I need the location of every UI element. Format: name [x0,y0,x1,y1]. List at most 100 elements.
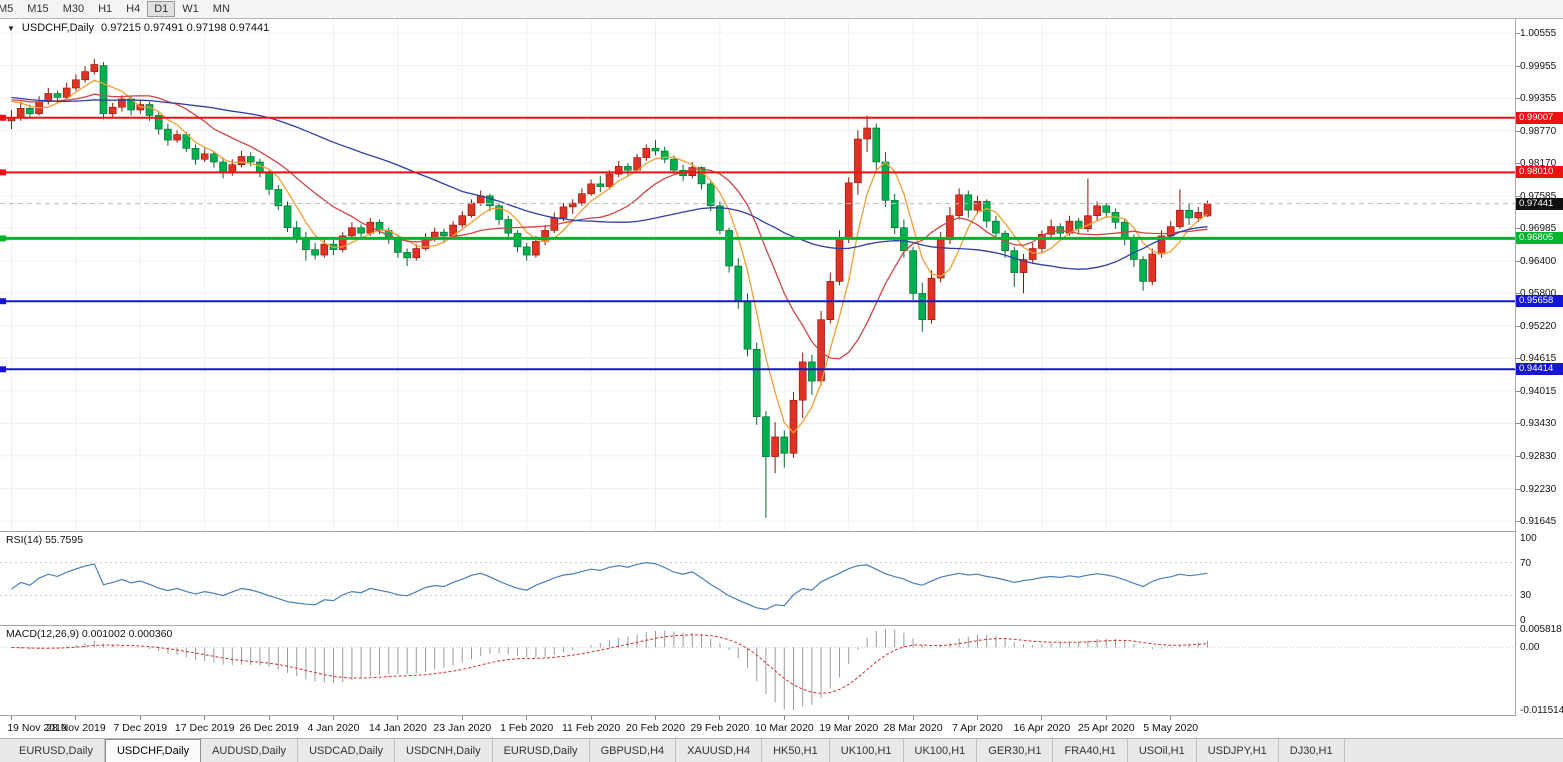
price-tag-0.99007: 0.99007 [1516,111,1563,124]
date-tick [1170,716,1172,720]
timeframe-button-mn[interactable]: MN [212,3,230,15]
date-label: 16 Apr 2020 [1013,722,1071,734]
date-tick [912,716,914,720]
price-scale-tick [1516,325,1520,327]
date-label: 4 Jan 2020 [307,722,360,734]
rsi-label: RSI(14) 55.7595 [6,534,84,546]
timeframe-button-w1[interactable]: W1 [182,3,199,15]
date-label: 23 Jan 2020 [433,722,492,734]
date-tick [333,716,334,720]
tab-dj30-h1[interactable]: DJ30,H1 [1279,739,1345,762]
timeframe-button-h4[interactable]: H4 [126,3,141,15]
tab-xauusd-h4[interactable]: XAUUSD,H4 [676,739,763,762]
price-tag-0.94414: 0.94414 [1516,363,1563,376]
rsi-scale-label: 100 [1520,533,1537,544]
date-label: 14 Jan 2020 [368,722,427,734]
price-scale-tick [1516,163,1520,165]
tab-ger30-h1[interactable]: GER30,H1 [977,739,1054,762]
price-tag-0.97441: 0.97441 [1516,197,1563,210]
timeframe-button-h1[interactable]: H1 [98,3,113,15]
price-scale-tick [1516,228,1520,230]
price-tag-0.98010: 0.98010 [1516,166,1563,179]
price-scale-label: 0.98770 [1520,125,1557,137]
price-scale-tick [1516,455,1520,457]
tab-usdjpy-h1[interactable]: USDJPY,H1 [1197,739,1279,762]
tab-eurusd-daily[interactable]: EURUSD,Daily [493,739,590,762]
price-scale-label: 0.92830 [1520,450,1557,462]
tab-uk100-h1[interactable]: UK100,H1 [830,739,904,762]
date-tick [75,716,77,720]
date-tick [719,716,721,720]
date-tick [1105,716,1107,720]
date-tick [139,716,141,720]
price-scale-tick [1516,390,1520,392]
price-tag-0.95658: 0.95658 [1516,295,1563,308]
tab-uk100-h1[interactable]: UK100,H1 [904,739,978,762]
timeframe-button-m30[interactable]: M30 [62,3,85,15]
tab-usdchf-daily[interactable]: USDCHF,Daily [104,739,202,762]
timeframe-button-m15[interactable]: M15 [27,3,49,15]
date-tick [268,716,270,720]
price-scale-label: 1.00555 [1520,28,1557,39]
price-scale-label: 0.93430 [1520,418,1557,430]
price-scale-tick [1516,488,1520,490]
tab-gbpusd-h4[interactable]: GBPUSD,H4 [590,739,677,762]
date-label: 7 Dec 2019 [113,722,168,734]
price-scale-tick [1516,195,1520,197]
tab-usdcnh-daily[interactable]: USDCNH,Daily [395,739,493,762]
macd-scale-label: 0.005818 [1520,624,1562,635]
price-scale-tick [1516,98,1520,100]
tab-audusd-daily[interactable]: AUDUSD,Daily [201,739,299,762]
price-scale-label: 0.98170 [1520,158,1557,170]
date-label: 7 Apr 2020 [952,722,1003,734]
date-tick [526,716,528,720]
date-label: 25 Apr 2020 [1077,722,1135,734]
rsi-chart[interactable] [0,532,1515,625]
rsi-scale-label: 70 [1520,557,1532,569]
chart-title: ▼ USDCHF,Daily 0.97215 0.97491 0.97198 0… [7,22,269,34]
date-label: 28 Mar 2020 [883,722,943,734]
tab-fra40-h1[interactable]: FRA40,H1 [1053,739,1128,762]
date-label: 26 Dec 2019 [239,722,299,734]
symbol-dropdown-icon[interactable]: ▼ [7,23,15,33]
price-scale-tick [1516,33,1520,34]
date-tick [397,716,399,720]
price-scale-label: 0.96985 [1520,223,1557,235]
macd-chart[interactable] [0,626,1515,715]
candlestick-chart[interactable] [0,19,1515,531]
macd-scale-label: -0.011514 [1520,705,1563,716]
macd-indicator-panel: MACD(12,26,9) 0.001002 0.000360 [0,626,1515,716]
price-scale-tick [1516,65,1520,67]
price-scale-label: 0.94015 [1520,385,1557,397]
price-scale-label: 0.95220 [1520,320,1557,332]
timeframe-button-d1[interactable]: D1 [147,1,176,17]
date-label: 20 Feb 2020 [626,722,685,734]
main-chart-panel: ▼ USDCHF,Daily 0.97215 0.97491 0.97198 0… [0,19,1515,532]
date-label: 1 Feb 2020 [500,722,554,734]
tab-usdcad-daily[interactable]: USDCAD,Daily [298,739,396,762]
price-scale-tick [1516,358,1520,360]
tab-eurusd-daily[interactable]: EURUSD,Daily [8,739,105,762]
tab-hk50-h1[interactable]: HK50,H1 [762,739,830,762]
date-tick [461,716,463,720]
timeframe-toolbar: M5 M15 M30 H1 H4 D1 W1 MN [0,0,1563,19]
price-scale-label: 0.91645 [1520,516,1557,527]
price-scale-tick [1516,521,1520,522]
date-label: 5 May 2020 [1143,722,1199,734]
timeframe-button-m5[interactable]: M5 [0,3,14,15]
date-tick [848,716,850,720]
price-scale-label: 0.99355 [1520,93,1557,105]
time-axis[interactable]: 19 Nov 2019 28 Nov 2019 7 Dec 2019 17 Dec 2… [0,716,1563,739]
date-tick [1041,716,1043,720]
date-tick [977,716,978,720]
date-label: 29 Feb 2020 [690,722,750,734]
price-scale-label: 0.99955 [1520,60,1557,72]
price-axis[interactable]: 1.00555 0.99955 0.99355 0.98770 0.98170 0.975… [1515,19,1563,716]
price-scale-label: 0.94615 [1520,353,1557,365]
price-scale-tick [1516,423,1520,425]
price-scale-tick [1516,130,1520,132]
price-scale-label: 0.92230 [1520,483,1557,495]
price-scale-tick [1516,293,1520,295]
tab-usoil-h1[interactable]: USOil,H1 [1128,739,1197,762]
